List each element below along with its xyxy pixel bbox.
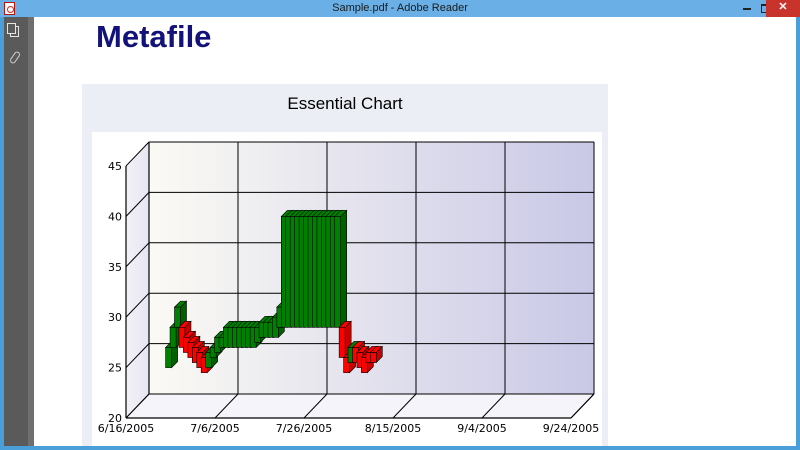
window-title: Sample.pdf - Adobe Reader: [332, 2, 468, 14]
chart-tick-labels: 20 25 30 35 40 45 6/16/2005 7/6/2005 7/26/2005 8/…: [98, 160, 599, 435]
x-tick-label: 6/16/2005: [98, 422, 154, 435]
candle-front-face: [343, 357, 350, 373]
chart-gridlines: [125, 141, 595, 419]
y-gridline-side: [125, 292, 150, 318]
y-tick-label: 40: [108, 210, 122, 223]
title-bar: Sample.pdf - Adobe Reader ✕: [0, 0, 800, 17]
chart-walls: [126, 142, 594, 418]
candle-front-face: [361, 357, 368, 373]
y-gridline-side: [125, 141, 150, 167]
pdf-page: Metafile Essential Chart: [34, 17, 796, 446]
chart-candles: [164, 209, 384, 374]
y-tick-label: 35: [108, 261, 122, 274]
x-tick-label: 8/15/2005: [365, 422, 421, 435]
y-tick-label: 25: [108, 362, 122, 375]
x-tick-label: 9/24/2005: [543, 422, 599, 435]
minimize-icon: [743, 8, 751, 10]
candlestick-chart-svg: 20 25 30 35 40 45 6/16/2005 7/6/2005 7/26/2005 8/…: [98, 141, 599, 435]
y-gridline-side: [125, 192, 150, 217]
side-wall: [126, 142, 149, 418]
floor: [126, 394, 594, 418]
x-gridline-floor: [125, 393, 150, 419]
minimize-button[interactable]: [738, 0, 756, 17]
x-gridline-floor: [392, 393, 417, 419]
x-gridline-floor: [481, 393, 506, 419]
chart-container: Essential Chart: [82, 84, 608, 446]
candle-front-face: [169, 326, 177, 348]
floor-right-edge: [570, 393, 595, 419]
x-tick-label: 7/26/2005: [276, 422, 332, 435]
x-gridline-floor: [214, 393, 239, 419]
candle-front-face: [205, 352, 212, 368]
page-heading: Metafile: [96, 19, 212, 54]
document-view[interactable]: Metafile Essential Chart: [28, 17, 796, 446]
candle-down: [369, 345, 384, 364]
x-gridline-floor: [303, 393, 328, 419]
y-tick-label: 20: [108, 412, 122, 425]
x-tick-label: 7/6/2005: [190, 422, 239, 435]
plot-area: 20 25 30 35 40 45 6/16/2005 7/6/2005 7/26/2005 8/…: [92, 132, 602, 446]
chart-title: Essential Chart: [287, 94, 403, 113]
candle-front-face: [165, 347, 172, 368]
candle-front-face: [338, 326, 346, 358]
candle-front-face: [334, 216, 341, 328]
candle-side-face: [340, 209, 347, 329]
navigation-panel: [4, 17, 28, 446]
candle-front-face: [174, 306, 181, 328]
adobe-reader-icon: [4, 2, 15, 15]
y-tick-label: 45: [108, 160, 122, 173]
y-gridline-side: [125, 242, 150, 268]
attachments-paperclip-icon[interactable]: [8, 50, 22, 65]
candle-up: [333, 209, 348, 329]
pages-thumbnail-icon[interactable]: [7, 23, 19, 37]
close-button[interactable]: ✕: [766, 0, 800, 17]
close-icon: ✕: [778, 1, 788, 13]
y-gridline-side: [125, 343, 150, 368]
x-tick-label: 9/4/2005: [457, 422, 506, 435]
candle-front-face: [369, 352, 377, 363]
y-tick-label: 30: [108, 311, 122, 324]
